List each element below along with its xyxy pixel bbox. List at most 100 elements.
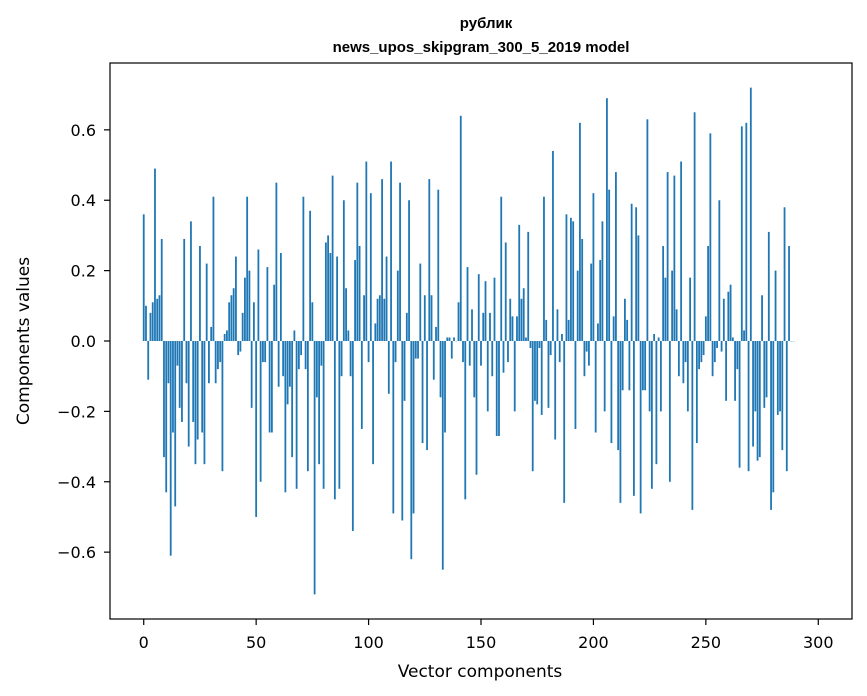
bar-component-157: [495, 341, 498, 437]
bar-component-128: [430, 295, 433, 341]
bar-component-265: [738, 341, 741, 468]
bar-component-268: [745, 122, 748, 341]
y-tick-label: 0.6: [71, 121, 96, 140]
bar-component-192: [574, 341, 577, 429]
bar-component-68: [295, 341, 298, 489]
bar-component-32: [214, 341, 217, 384]
bar-component-91: [347, 330, 350, 341]
x-tick-label: 200: [578, 633, 609, 652]
bar-component-82: [327, 235, 329, 341]
bar-component-185: [558, 341, 561, 363]
bar-component-102: [372, 341, 374, 465]
bar-component-175: [536, 341, 539, 405]
bar-component-239: [680, 161, 683, 341]
bar-component-95: [356, 182, 359, 341]
bar-component-154: [489, 312, 491, 341]
bar-component-196: [583, 341, 586, 377]
bar-component-6: [156, 298, 159, 341]
x-axis-label: Vector components: [398, 662, 563, 682]
bar-component-71: [302, 196, 305, 341]
bar-component-22: [192, 341, 195, 422]
bar-component-111: [392, 341, 395, 514]
bar-component-184: [556, 309, 559, 341]
bar-component-65: [288, 341, 291, 387]
bar-component-166: [516, 316, 518, 341]
bar-component-286: [785, 341, 788, 472]
bar-component-53: [262, 341, 264, 363]
bar-component-89: [342, 200, 345, 341]
bar-component-247: [698, 341, 700, 370]
bar-component-243: [689, 277, 692, 341]
bar-component-143: [464, 341, 467, 500]
bar-component-57: [270, 341, 273, 433]
bar-component-46: [246, 196, 249, 341]
bar-component-179: [545, 319, 548, 341]
bar-component-278: [767, 231, 770, 341]
bar-component-44: [241, 312, 244, 341]
bar-component-222: [641, 341, 644, 391]
bar-component-94: [354, 260, 356, 341]
bar-component-181: [549, 341, 552, 356]
bar-component-61: [279, 253, 282, 341]
x-axis: 0 50 100 150 200 250 300: [139, 619, 834, 652]
bar-component-251: [707, 245, 709, 341]
bar-component-165: [513, 341, 516, 412]
bar-component-117: [405, 312, 408, 341]
bar-component-103: [374, 323, 377, 341]
bar-component-210: [615, 172, 617, 341]
bar-component-10: [165, 341, 168, 493]
bar-component-141: [459, 115, 462, 341]
bar-component-236: [673, 175, 676, 341]
bar-component-87: [338, 341, 341, 489]
bar-component-88: [340, 341, 343, 377]
bar-component-63: [284, 341, 287, 493]
bar-component-23: [194, 341, 197, 465]
bar-component-208: [610, 341, 613, 444]
bar-component-67: [293, 330, 296, 341]
bar-component-214: [624, 298, 626, 341]
bar-component-146: [471, 309, 473, 341]
bar-component-167: [518, 224, 521, 341]
bar-component-70: [300, 341, 303, 356]
bar-component-0: [142, 214, 145, 341]
bar-component-258: [722, 298, 725, 341]
bar-component-96: [358, 245, 361, 341]
bar-component-172: [529, 341, 532, 349]
bar-component-173: [531, 341, 534, 472]
bar-component-2: [147, 341, 150, 380]
bar-component-116: [403, 341, 406, 401]
bar-component-148: [475, 341, 478, 475]
bar-component-54: [264, 341, 267, 363]
bar-component-39: [230, 295, 233, 341]
bar-component-193: [576, 270, 579, 341]
bar-component-186: [561, 333, 563, 341]
bar-component-25: [199, 245, 201, 341]
bar-component-274: [758, 341, 761, 458]
bar-component-287: [788, 245, 790, 341]
y-tick-label: −0.2: [57, 402, 96, 421]
bar-component-99: [365, 161, 368, 341]
bar-component-36: [223, 333, 226, 341]
bar-component-209: [612, 316, 615, 341]
bar-component-169: [522, 288, 525, 341]
bar-component-27: [203, 341, 206, 465]
bar-component-38: [228, 302, 231, 341]
bar-component-216: [628, 341, 631, 391]
bar-component-168: [520, 298, 523, 341]
bar-component-187: [563, 341, 566, 503]
bar-component-12: [169, 341, 172, 556]
bar-component-79: [320, 341, 323, 366]
bar-component-30: [210, 326, 213, 341]
y-tick-label: 0.4: [71, 191, 96, 210]
bar-component-75: [311, 302, 314, 341]
y-tick-label: −0.4: [57, 473, 96, 492]
bar-component-14: [174, 341, 177, 507]
bar-component-126: [426, 341, 428, 451]
bar-component-122: [417, 341, 419, 359]
bar-component-113: [396, 270, 399, 341]
bar-component-151: [482, 312, 485, 341]
bar-component-64: [286, 341, 289, 405]
bar-component-145: [468, 341, 471, 366]
bar-component-280: [772, 341, 775, 493]
bar-component-260: [727, 291, 730, 341]
